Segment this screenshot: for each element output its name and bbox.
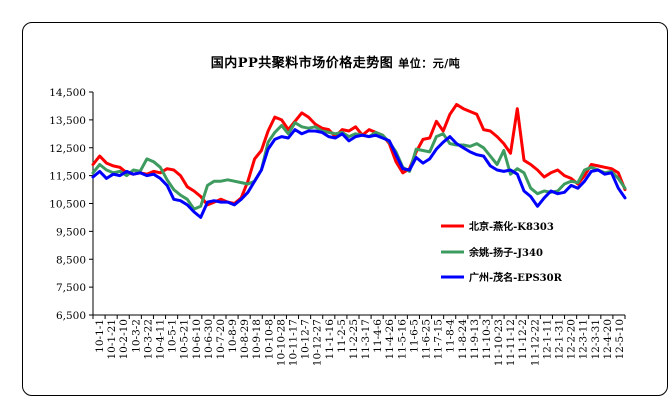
chart-axes: 6,500 7,500 8,500 9,500 10,500 11,500 12,500 13… <box>49 87 626 366</box>
x-tick-label: 10-5-21 <box>179 319 191 360</box>
x-tick-label: 10-5-1 <box>167 319 179 353</box>
x-tick-label: 10-1-1 <box>94 319 106 353</box>
x-tick-label: 10-8-29 <box>239 319 251 360</box>
y-tick-label: 6,500 <box>56 310 86 322</box>
x-tick-label: 10-4-11 <box>155 319 167 360</box>
x-tick-label: 12-4-20 <box>602 319 614 360</box>
x-tick-label: 12-1-11 <box>541 319 553 360</box>
x-tick-label: 10-1-21 <box>106 319 118 360</box>
x-tick-label: 10-7-20 <box>215 319 227 360</box>
chart-title: 国内PP共聚料市场价格走势图 <box>210 56 394 71</box>
x-tick-label: 11-7-15 <box>433 319 445 360</box>
chart-unit-label: 单位：元/吨 <box>398 57 461 70</box>
x-tick-label: 11-10-3 <box>481 319 493 360</box>
legend-label-1: 北京-燕化-K8303 <box>469 220 554 233</box>
y-tick-label: 11,500 <box>49 171 86 183</box>
x-tick-label: 11-9-13 <box>469 319 481 360</box>
series-line-1 <box>91 103 627 207</box>
x-tick-label: 12-5-10 <box>614 319 626 360</box>
x-tick-label: 11-6-25 <box>421 319 433 360</box>
chart-frame <box>22 22 668 396</box>
y-tick-label: 12,500 <box>49 143 86 155</box>
x-tick-label: 12-3-11 <box>578 319 590 360</box>
x-tick-label: 10-3-2 <box>130 319 142 353</box>
x-tick-label: 11-12-22 <box>529 319 541 366</box>
x-tick-label: 10-10-28 <box>275 319 287 366</box>
legend-label-3: 广州-茂名-EPS30R <box>469 271 563 284</box>
x-tick-label: 11-5-16 <box>396 319 408 360</box>
x-tick-label: 11-12-2 <box>517 319 529 360</box>
x-tick-label: 11-4-26 <box>384 319 396 360</box>
x-tick-label: 11-2-25 <box>348 319 360 360</box>
x-tick-label: 12-3-31 <box>590 319 602 360</box>
x-tick-label: 11-8-24 <box>457 319 469 360</box>
x-tick-label: 10-3-22 <box>142 319 154 360</box>
x-tick-label: 10-6-30 <box>203 319 215 360</box>
y-tick-label: 14,500 <box>49 87 86 99</box>
x-tick-label: 11-2-5 <box>336 319 348 353</box>
x-tick-label: 10-12-7 <box>300 319 312 360</box>
x-tick-label: 10-6-10 <box>191 319 203 360</box>
x-tick-label: 12-2-20 <box>566 319 578 360</box>
y-tick-label: 7,500 <box>56 282 86 294</box>
x-tick-label: 11-1-16 <box>324 319 336 360</box>
x-tick-label: 11-4-6 <box>372 319 384 353</box>
x-tick-label: 11-6-5 <box>408 319 420 353</box>
series-line-3 <box>91 128 627 219</box>
x-tick-label: 11-10-23 <box>493 319 505 366</box>
x-tick-label: 11-11-12 <box>505 319 517 366</box>
y-tick-label: 9,500 <box>56 226 86 238</box>
x-tick-label: 10-10-8 <box>263 319 275 360</box>
y-tick-label: 8,500 <box>56 254 86 266</box>
series-layer <box>91 103 627 219</box>
y-tick-label: 13,500 <box>49 115 86 127</box>
chart-legend: 北京-燕化-K8303 余姚-扬子-J340 广州-茂名-EPS30R <box>441 220 563 284</box>
x-tick-label: 11-3-17 <box>360 319 372 360</box>
x-tick-label: 10-9-18 <box>251 319 263 360</box>
x-tick-label: 11-8-4 <box>445 319 457 353</box>
legend-label-2: 余姚-扬子-J340 <box>468 246 543 259</box>
x-tick-label: 10-2-10 <box>118 319 130 360</box>
x-tick-label: 10-8-9 <box>227 319 239 353</box>
chart-title-line: 国内PP共聚料市场价格走势图 单位：元/吨 <box>0 52 671 71</box>
y-tick-label: 10,500 <box>49 199 86 211</box>
x-tick-label: 10-12-27 <box>312 319 324 366</box>
x-tick-label: 10-11-17 <box>288 319 300 366</box>
x-tick-label: 12-1-31 <box>554 319 566 360</box>
